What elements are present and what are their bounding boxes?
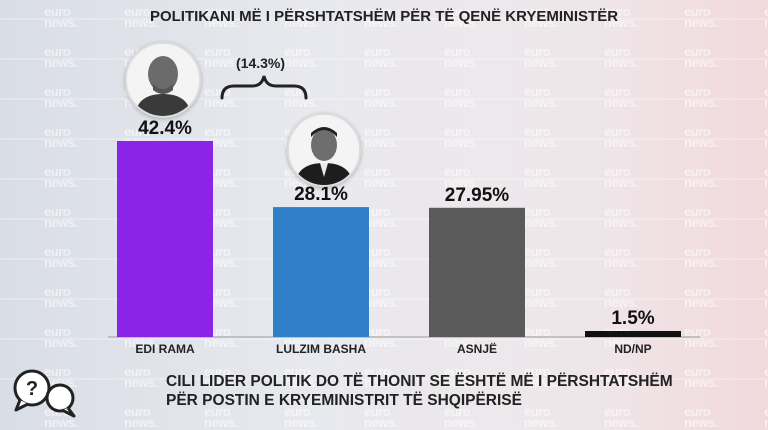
lulzim-basha-photo [287,113,361,187]
value-label: 1.5% [611,308,654,329]
chart-title: POLITIKANI MË I PËRSHTATSHËM PËR TË QENË… [149,8,619,25]
difference-label: (14.3%) [236,55,286,71]
svg-text:?: ? [26,378,38,400]
edi-rama-photo [125,42,201,118]
category-label: ND/NP [614,342,651,356]
bar-edi-rama [117,141,213,337]
bar-lulzim-basha [273,207,369,337]
survey-question-line-1: CILI LIDER POLITIK DO TË THONIT SE ËSHTË… [166,373,673,390]
value-label: 27.95% [445,185,510,206]
bar-chart: 42.4% 28.1% 27.95% 1.5% EDI RAMA LULZIM BASH… [108,75,700,356]
bar-nd-np [585,331,681,337]
category-label: EDI RAMA [135,342,195,356]
category-label: LULZIM BASHA [276,342,366,356]
speech-bubbles-icon: ? [13,369,76,418]
bar-asnjë [429,207,525,337]
difference-bracket [220,75,308,100]
value-label: 28.1% [294,184,348,205]
survey-question-line-2: PËR POSTIN E KRYEMINISTRIT TË SHQIPËRISË [166,392,522,409]
category-label: ASNJË [457,341,497,356]
value-label: 42.4% [138,118,192,139]
survey-question: CILI LIDER POLITIK DO TË THONIT SE ËSHTË… [166,372,766,410]
